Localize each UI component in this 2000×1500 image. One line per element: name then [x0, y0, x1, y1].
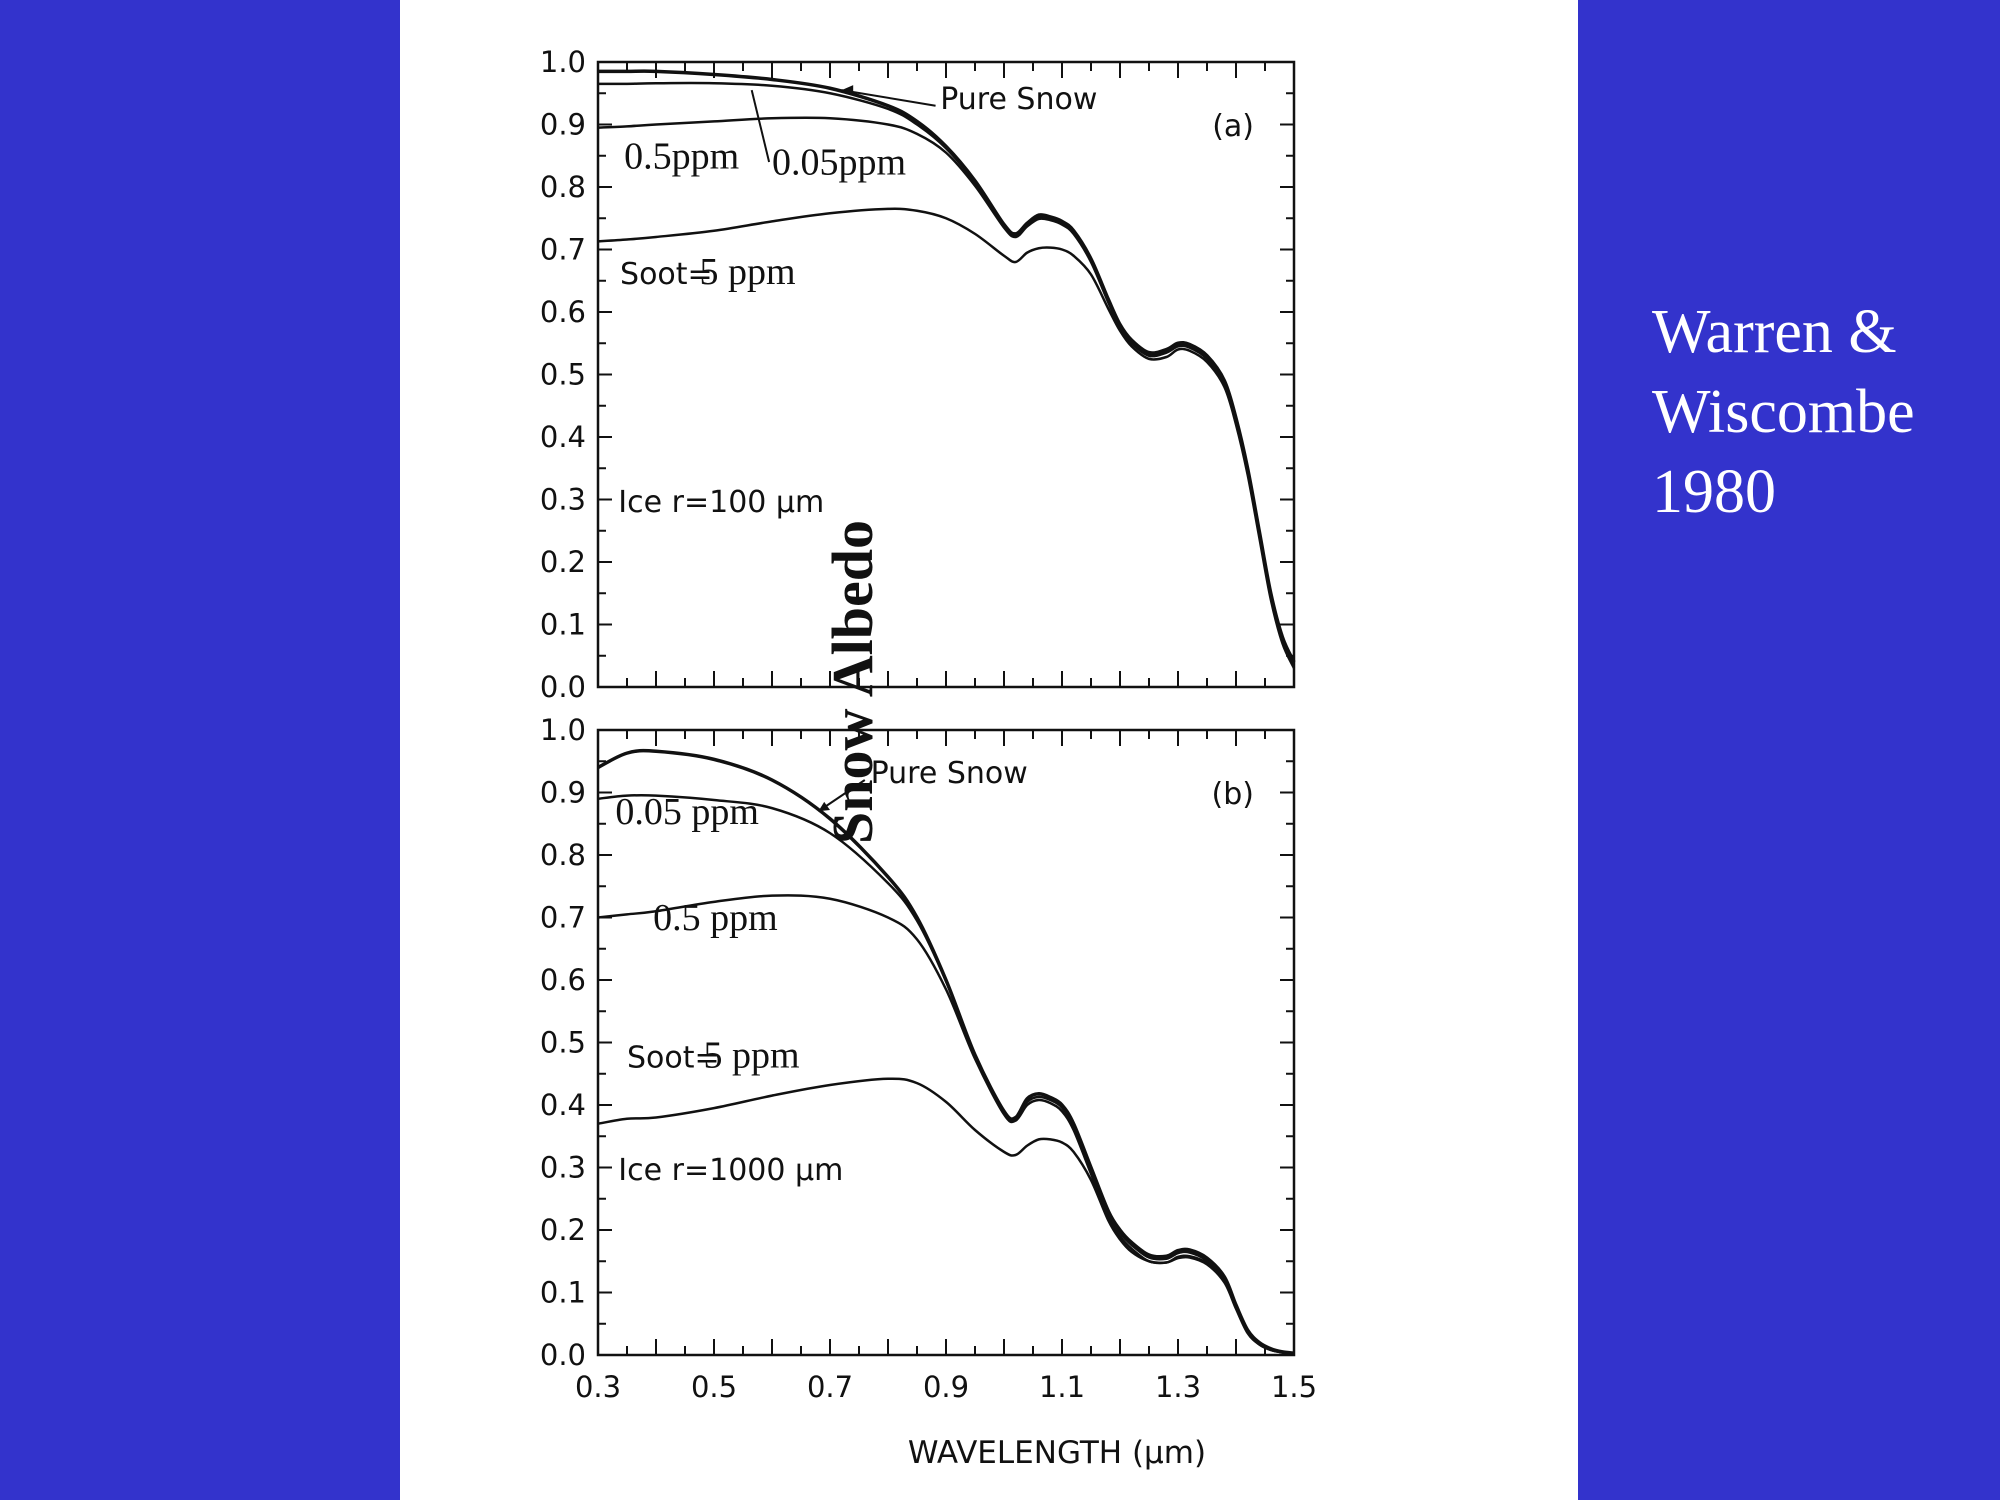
citation-line-3: 1980 [1652, 458, 1776, 526]
series-line: 0.5 ppm [597, 894, 1295, 1355]
series-annotation: 0.05 ppm [615, 791, 759, 833]
y-tick-label: 0.9 [540, 776, 586, 810]
series-annotation: Pure Snow [871, 756, 1028, 791]
y-tick-label: 0.0 [540, 670, 586, 704]
y-tick-label: 0.7 [540, 233, 586, 267]
y-tick-label: 0.5 [540, 358, 586, 392]
series-annotation: 5 ppm [704, 1035, 800, 1077]
y-tick-label: 0.6 [540, 295, 586, 329]
y-tick-label: 0.0 [540, 1338, 586, 1372]
series-annotation: 0.5 ppm [653, 897, 778, 939]
series-line: Soot=5 ppm [597, 1077, 1295, 1355]
y-tick-label: 0.4 [540, 1088, 586, 1122]
citation-line-2: Wiscombe [1652, 378, 1915, 446]
y-tick-label: 0.2 [540, 545, 586, 579]
series-annotation: 0.05ppm [772, 142, 906, 184]
y-tick-label: 0.2 [540, 1213, 586, 1247]
y-tick-label: 0.9 [540, 108, 586, 142]
y-tick-label: 1.0 [540, 45, 586, 79]
y-tick-label: 0.4 [540, 420, 586, 454]
y-tick-label: 0.1 [540, 608, 586, 642]
pointer-line [750, 89, 771, 163]
series-annotation: 0.5ppm [624, 135, 739, 177]
y-tick-label: 0.7 [540, 901, 586, 935]
pointer-line [841, 89, 936, 107]
x-tick-label: 1.3 [1155, 1370, 1201, 1404]
y-tick-label: 0.8 [540, 838, 586, 872]
y-tick-label: 0.3 [540, 1151, 586, 1185]
x-tick-label: 0.3 [575, 1370, 621, 1404]
y-tick-label: 0.6 [540, 963, 586, 997]
panel-b: 0.0 0.1 0.2 0.3 0.4 0.5 0.6 0.7 0.8 0.9 1.0 0.3 0.5 0… [540, 713, 1317, 1404]
y-tick-label: 0.5 [540, 1026, 586, 1060]
y-tick-label: 1.0 [540, 713, 586, 747]
pointer-arrow [841, 85, 854, 95]
ice-radius-label: Ice r=1000 μm [618, 1153, 843, 1188]
series-annotation: 5 ppm [700, 251, 796, 293]
series-annotation: Pure Snow [940, 82, 1097, 117]
citation-line-1: Warren & [1652, 298, 1897, 366]
series-line: Soot=5 ppm [597, 207, 1296, 669]
y-tick-label: 0.8 [540, 170, 586, 204]
x-tick-label: 0.9 [923, 1370, 969, 1404]
x-tick-label: 1.5 [1271, 1370, 1317, 1404]
ice-radius-label: Ice r=100 μm [618, 485, 824, 520]
series-annotation: Soot= [627, 1041, 720, 1076]
panel-label: (a) [1212, 109, 1254, 144]
x-axis-label: WAVELENGTH (μm) [908, 1435, 1206, 1471]
panel-label: (b) [1212, 777, 1254, 812]
citation: Warren & Wiscombe 1980 [1652, 292, 1992, 532]
x-tick-label: 0.7 [807, 1370, 853, 1404]
series-annotation: Soot= [620, 257, 713, 292]
x-tick-label: 0.5 [691, 1370, 737, 1404]
albedo-chart: 0.0 0.1 0.2 0.3 0.4 0.5 0.6 0.7 0.8 0.9 1.0 Pure Sn… [540, 45, 1317, 1471]
series-line: 0.5 ppm [597, 116, 1296, 666]
x-tick-label: 1.1 [1039, 1370, 1085, 1404]
figure-panel: 0.0 0.1 0.2 0.3 0.4 0.5 0.6 0.7 0.8 0.9 1.0 Pure Sn… [400, 0, 1578, 1500]
y-tick-label: 0.1 [540, 1276, 586, 1310]
pointer-arrow [818, 801, 830, 812]
y-axis-label: Snow Albedo [820, 520, 885, 844]
y-tick-label: 0.3 [540, 483, 586, 517]
panel-a: 0.0 0.1 0.2 0.3 0.4 0.5 0.6 0.7 0.8 0.9 1.0 Pure Sn… [540, 45, 1296, 704]
